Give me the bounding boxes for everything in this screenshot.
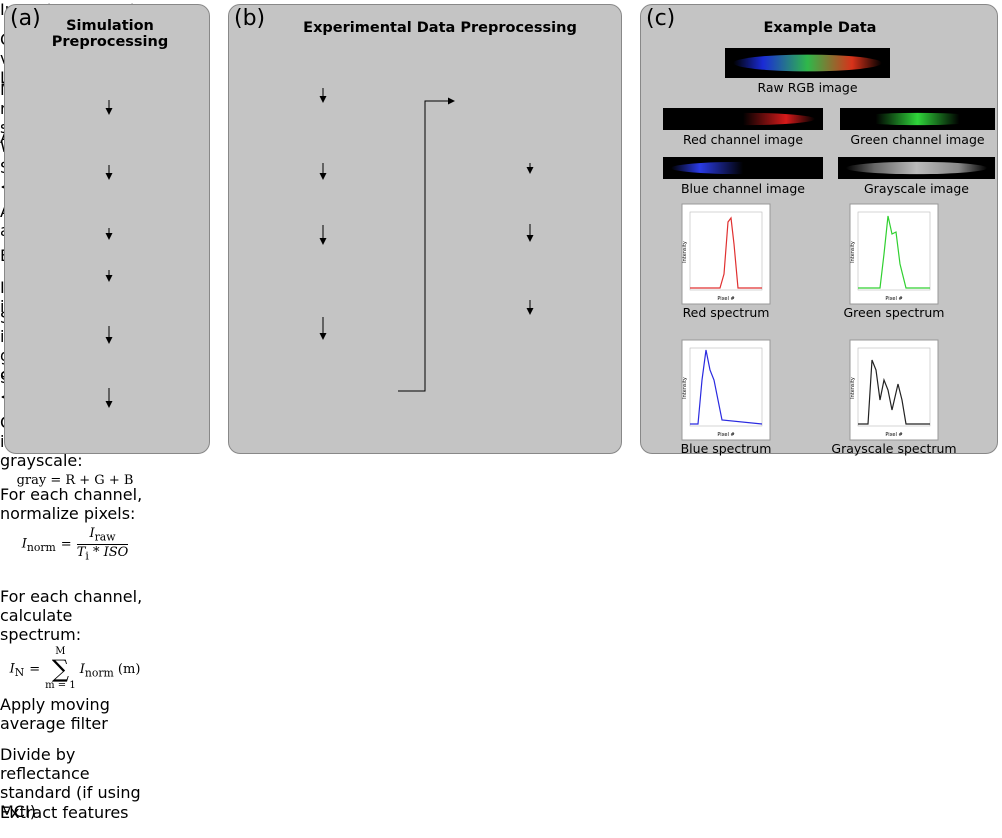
x-axis-label: Pixel # xyxy=(885,296,902,302)
spectrum-thumbnail: Intensity Pixel # xyxy=(850,340,938,440)
step-text: Extract features xyxy=(0,803,150,822)
panel-title: Simulation Preprocessing xyxy=(20,18,200,50)
denominator: Ti * ISO xyxy=(77,545,129,563)
step-box: For each channel, normalize pixels:Inorm… xyxy=(0,485,150,587)
panel-label: (b) xyxy=(234,6,265,31)
sum: M∑m = 1 xyxy=(45,647,76,691)
image-band xyxy=(733,55,882,72)
sum-upper: M xyxy=(45,647,76,657)
formula-text: (m) xyxy=(114,662,141,677)
plot-background xyxy=(682,340,770,440)
y-axis-label: Intensity xyxy=(682,241,688,263)
numerator: Iraw xyxy=(77,526,129,545)
image-caption: Green channel image xyxy=(830,132,1002,147)
y-axis-label: Intensity xyxy=(682,377,688,399)
image-band xyxy=(671,162,815,174)
step-box: For each channel, calculate spectrum:IN=… xyxy=(0,587,150,695)
step-text: For each channel, normalize pixels: xyxy=(0,485,150,523)
y-axis-label: Intensity xyxy=(850,241,856,263)
formula-eq: = xyxy=(29,662,40,677)
plot-background xyxy=(850,340,938,440)
spectrum-thumbnail: Intensity Pixel # xyxy=(850,204,938,304)
spectrum-caption: Green spectrum xyxy=(830,305,958,320)
x-axis-label: Pixel # xyxy=(717,432,734,438)
image-band xyxy=(846,162,987,174)
plot-background xyxy=(850,204,938,304)
formula-symbol: T xyxy=(77,545,86,560)
formula-subscript: norm xyxy=(85,666,114,679)
formula-subscript: norm xyxy=(27,541,56,554)
sum-lower: m = 1 xyxy=(45,681,76,691)
formula-subscript: raw xyxy=(95,531,116,544)
image-caption: Blue channel image xyxy=(653,181,833,196)
step-box: Extract features xyxy=(0,803,150,838)
panel-title: Example Data xyxy=(650,20,990,36)
spectrum-caption: Grayscale spectrum xyxy=(830,441,958,456)
image-caption: Raw RGB image xyxy=(715,80,900,95)
y-axis-label: Intensity xyxy=(850,377,856,399)
panel-title: Experimental Data Preprocessing xyxy=(280,20,600,36)
formula-subscript: N xyxy=(15,666,24,679)
spectrum-caption: Blue spectrum xyxy=(662,441,790,456)
x-axis-label: Pixel # xyxy=(717,296,734,302)
step-text: For each channel, calculate spectrum: xyxy=(0,587,150,644)
image-band xyxy=(671,113,815,125)
sum-term: Inorm (m) xyxy=(80,662,141,677)
image-band xyxy=(848,113,988,125)
image-caption: Red channel image xyxy=(653,132,833,147)
arrow xyxy=(398,101,454,391)
spectrum-thumbnail: Intensity Pixel # xyxy=(682,340,770,440)
formula-text: * ISO xyxy=(89,545,128,560)
spectrum-caption: Red spectrum xyxy=(662,305,790,320)
step-text: Apply moving average filter xyxy=(0,695,150,733)
step-box: Divide by reflectance standard (if using… xyxy=(0,745,150,803)
image-caption: Grayscale image xyxy=(828,181,1002,196)
step-box: Apply moving average filter xyxy=(0,695,150,745)
spectrum-thumbnail: Intensity Pixel # xyxy=(682,204,770,304)
sum-symbol: ∑ xyxy=(45,657,76,681)
x-axis-label: Pixel # xyxy=(885,432,902,438)
formula-eq: = xyxy=(61,537,72,552)
